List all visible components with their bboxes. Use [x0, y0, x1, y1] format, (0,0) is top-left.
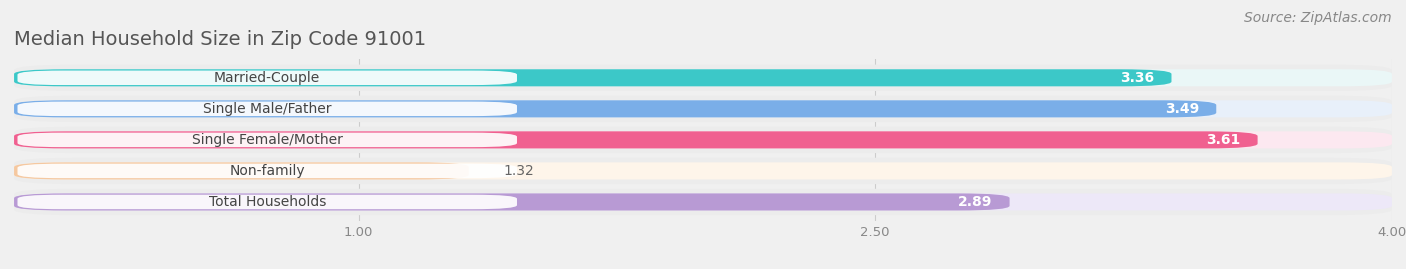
FancyBboxPatch shape [14, 100, 1216, 117]
FancyBboxPatch shape [14, 100, 1392, 117]
FancyBboxPatch shape [14, 158, 1392, 184]
FancyBboxPatch shape [14, 69, 1392, 86]
FancyBboxPatch shape [14, 65, 1392, 91]
FancyBboxPatch shape [14, 69, 1171, 86]
Text: Single Male/Father: Single Male/Father [202, 102, 332, 116]
FancyBboxPatch shape [14, 127, 1392, 153]
Text: Median Household Size in Zip Code 91001: Median Household Size in Zip Code 91001 [14, 30, 426, 49]
FancyBboxPatch shape [14, 131, 1392, 148]
FancyBboxPatch shape [17, 133, 517, 147]
Text: Source: ZipAtlas.com: Source: ZipAtlas.com [1244, 11, 1392, 25]
Text: Married-Couple: Married-Couple [214, 71, 321, 85]
FancyBboxPatch shape [14, 193, 1010, 211]
FancyBboxPatch shape [14, 162, 468, 179]
Text: 3.49: 3.49 [1164, 102, 1199, 116]
FancyBboxPatch shape [14, 131, 1257, 148]
FancyBboxPatch shape [17, 102, 517, 116]
Text: 3.61: 3.61 [1206, 133, 1240, 147]
Text: Total Households: Total Households [208, 195, 326, 209]
FancyBboxPatch shape [14, 189, 1392, 215]
FancyBboxPatch shape [17, 164, 517, 178]
FancyBboxPatch shape [14, 162, 1392, 179]
Text: Non-family: Non-family [229, 164, 305, 178]
FancyBboxPatch shape [17, 195, 517, 209]
Text: Single Female/Mother: Single Female/Mother [191, 133, 343, 147]
Text: 3.36: 3.36 [1121, 71, 1154, 85]
FancyBboxPatch shape [17, 70, 517, 85]
Text: 1.32: 1.32 [503, 164, 534, 178]
Text: 2.89: 2.89 [957, 195, 993, 209]
FancyBboxPatch shape [14, 96, 1392, 122]
FancyBboxPatch shape [14, 193, 1392, 211]
